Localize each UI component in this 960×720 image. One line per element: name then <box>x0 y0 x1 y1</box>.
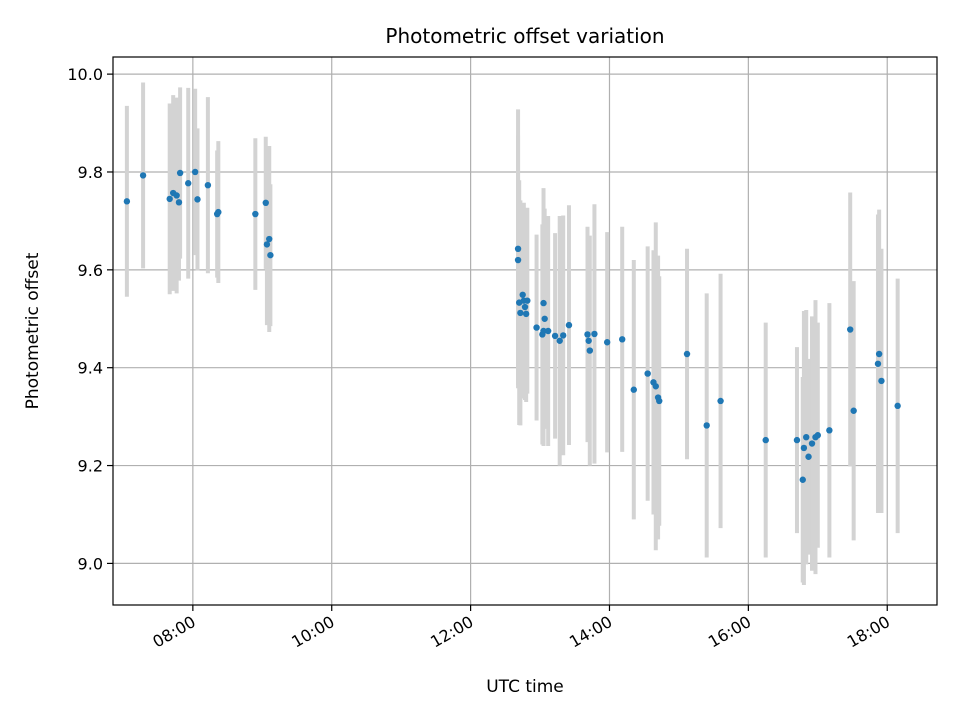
data-point <box>850 407 857 414</box>
data-point <box>215 208 222 216</box>
data-point <box>263 241 271 248</box>
data-point <box>762 436 769 444</box>
y-tick-label: 9.2 <box>78 457 103 476</box>
data-point <box>603 339 611 346</box>
data-point <box>805 453 812 460</box>
data-point <box>540 299 547 307</box>
data-point <box>800 444 808 452</box>
data-point <box>176 169 184 177</box>
data-point <box>514 245 522 252</box>
data-point <box>875 350 883 358</box>
data-point <box>878 377 885 385</box>
data-point <box>591 330 598 338</box>
data-point <box>586 347 594 354</box>
data-point <box>544 327 552 335</box>
y-axis-label: Photometric offset <box>23 252 43 409</box>
data-point <box>799 476 806 483</box>
data-point <box>524 297 531 304</box>
data-point <box>656 397 663 405</box>
data-points <box>123 168 901 483</box>
data-point <box>521 303 529 311</box>
data-point <box>585 337 592 344</box>
data-point <box>185 180 192 187</box>
y-tick-label: 9.4 <box>78 359 103 378</box>
data-point <box>652 383 659 390</box>
data-point <box>204 181 212 189</box>
data-point <box>139 172 147 179</box>
y-tick-label: 9.8 <box>78 163 103 182</box>
data-point <box>266 235 273 243</box>
data-point <box>619 336 626 343</box>
data-point <box>894 402 901 410</box>
data-point <box>517 309 524 317</box>
data-point <box>808 440 816 447</box>
data-point <box>191 168 199 176</box>
data-point <box>262 199 269 207</box>
data-point <box>683 350 691 358</box>
data-point <box>522 310 530 318</box>
data-point <box>584 331 591 338</box>
data-point <box>541 315 548 322</box>
data-point <box>644 370 651 377</box>
chart-title: Photometric offset variation <box>385 24 664 48</box>
data-point <box>519 291 526 298</box>
data-point <box>559 332 567 339</box>
data-point <box>874 360 882 367</box>
data-point <box>803 433 810 441</box>
data-point <box>556 337 563 344</box>
plot-frame <box>112 56 938 606</box>
y-tick-label: 9.0 <box>78 554 103 573</box>
y-tick-label: 9.6 <box>78 261 103 280</box>
data-point <box>173 192 180 199</box>
x-axis-label: UTC time <box>486 677 564 697</box>
data-point <box>267 251 274 259</box>
data-point <box>252 210 259 218</box>
data-point <box>826 427 833 434</box>
data-point <box>703 422 710 429</box>
data-point <box>194 196 201 203</box>
y-axis: 9.0 9.2 9.4 9.6 9.8 10.0 <box>67 65 113 573</box>
data-point <box>565 321 573 329</box>
data-point <box>540 327 547 335</box>
data-point <box>717 397 724 405</box>
data-point <box>123 198 131 205</box>
data-point <box>533 324 540 331</box>
data-point <box>847 326 854 333</box>
data-point <box>814 432 821 439</box>
data-point <box>175 199 183 206</box>
data-point <box>630 386 637 393</box>
y-tick-label: 10.0 <box>67 65 103 84</box>
data-point <box>793 436 801 444</box>
data-point <box>551 332 559 340</box>
data-point <box>166 195 173 203</box>
data-point <box>514 256 522 264</box>
